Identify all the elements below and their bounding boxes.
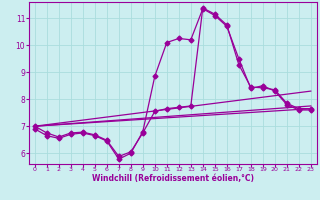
X-axis label: Windchill (Refroidissement éolien,°C): Windchill (Refroidissement éolien,°C) (92, 174, 254, 183)
